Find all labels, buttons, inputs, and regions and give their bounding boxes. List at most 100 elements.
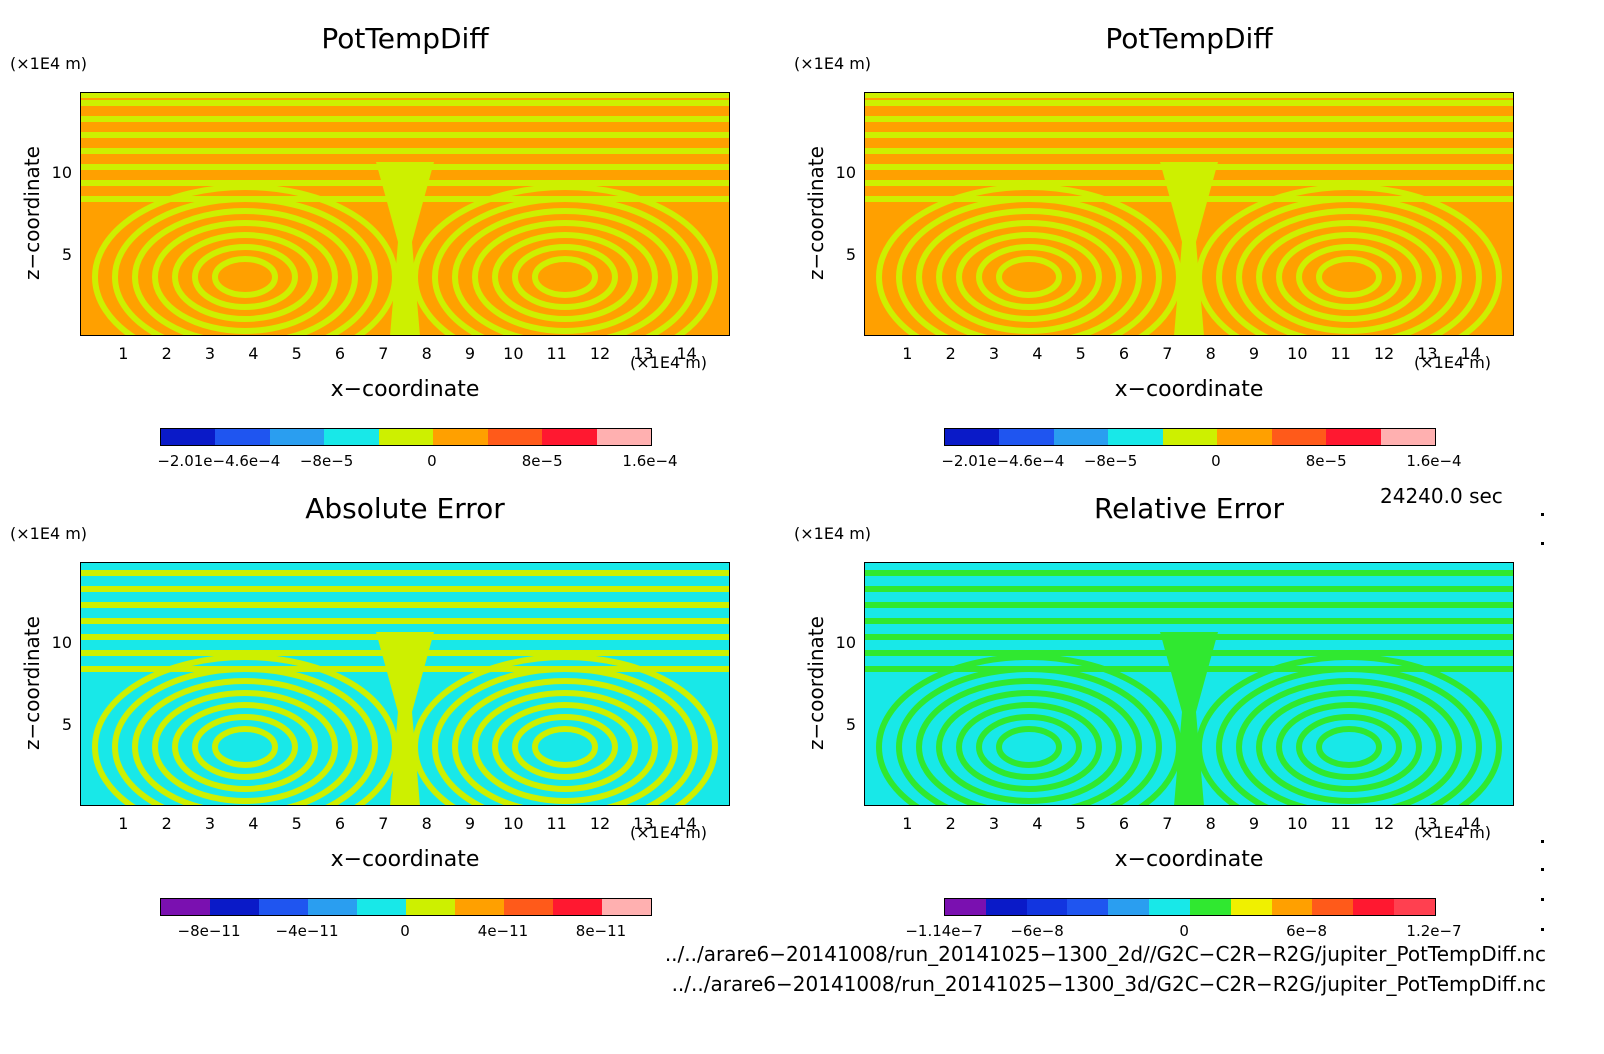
colorbar-label: 1.2e−7 — [1406, 922, 1462, 940]
vortex-stripe — [1256, 690, 1442, 804]
vortex-stripe — [1316, 256, 1382, 298]
vortex-stripe — [132, 678, 358, 806]
vortex-stripe — [492, 232, 638, 322]
colorbar-label: 8e−5 — [521, 452, 563, 470]
decor-dot — [1541, 898, 1544, 901]
vortex-stripe — [452, 678, 678, 806]
x-tick-label: 5 — [1075, 344, 1086, 363]
x-tick-label: 4 — [248, 814, 259, 833]
vortex-stripe — [432, 196, 698, 336]
x-tick-label: 10 — [1287, 814, 1308, 833]
field-band — [864, 618, 1514, 624]
colorbar-swatch — [1230, 899, 1272, 915]
chart-title: PotTempDiff — [1105, 22, 1273, 55]
colorbar-swatch — [999, 429, 1054, 445]
colorbar-swatch — [1326, 429, 1381, 445]
x-tick-label: 8 — [1205, 814, 1216, 833]
plot-frame — [80, 562, 730, 806]
colorbar-swatch — [1380, 429, 1435, 445]
vortex-stripe — [876, 184, 1182, 336]
colorbar-label: 4e−11 — [477, 922, 529, 940]
vortex-stripe — [472, 220, 658, 334]
file-path-2d: ../../arare6−20141008/run_20141025−1300_… — [664, 942, 1546, 966]
colorbar-swatch — [210, 899, 259, 915]
colorbar-swatch — [1108, 429, 1163, 445]
x-axis-label: x−coordinate — [330, 847, 480, 872]
colorbar-swatch — [324, 429, 379, 445]
x-tick-label: 2 — [945, 814, 956, 833]
vortex-stripe — [512, 244, 618, 310]
colorbar-swatch — [504, 899, 553, 915]
colorbar-swatch — [1108, 899, 1150, 915]
plot-frame — [80, 92, 730, 336]
y-tick-label: 10 — [835, 163, 856, 183]
x-tick-label: 6 — [334, 814, 346, 833]
decor-dot — [1541, 840, 1544, 843]
x-tick-label: 7 — [1162, 814, 1173, 833]
x-tick-label: 3 — [988, 344, 1000, 363]
decor-dot — [1541, 542, 1544, 545]
colorbar-swatch — [1312, 899, 1354, 915]
x-tick-label: 10 — [1287, 344, 1308, 363]
x-tick-label: 7 — [378, 814, 389, 833]
x-tick-label: 6 — [1118, 814, 1130, 833]
x-tick-label: 4 — [1032, 814, 1043, 833]
x-tick-label: 4 — [1032, 344, 1043, 363]
x-unit-label: (×1E4 m) — [630, 353, 708, 372]
chart-title: Relative Error — [1093, 492, 1285, 525]
vortex-stripe — [532, 726, 598, 768]
field-band — [80, 92, 730, 98]
field-band — [80, 132, 730, 138]
colorbar-label: −6e−8 — [1010, 922, 1064, 940]
vortex-stripe — [512, 714, 618, 780]
field-band — [80, 116, 730, 122]
colorbar-label: 0 — [1179, 922, 1189, 940]
vortex-stripe — [92, 184, 398, 336]
x-tick-label: 10 — [503, 814, 524, 833]
colorbar — [944, 898, 1436, 916]
vortex-stripe — [432, 666, 698, 806]
vortex-stripe — [896, 196, 1162, 336]
y-unit-label: (×1E4 m) — [10, 54, 88, 73]
x-tick-label: 10 — [503, 344, 524, 363]
colorbar-swatch — [945, 429, 1000, 445]
vortex-stripe — [152, 220, 338, 334]
x-tick-label: 2 — [945, 344, 956, 363]
colorbar-swatch — [553, 899, 602, 915]
colorbar-label: 0 — [400, 922, 410, 940]
vortex-stripe — [92, 654, 398, 806]
plot-frame — [864, 92, 1514, 336]
y-tick-label: 5 — [845, 714, 856, 734]
x-tick-label: 14 — [1460, 344, 1481, 363]
vortex-stripe — [452, 208, 678, 336]
colorbar-label: −1.14e−7 — [905, 922, 983, 940]
vortex-stripe — [1276, 232, 1422, 322]
vortex-stripe — [1276, 702, 1422, 792]
colorbar-swatch — [1053, 429, 1109, 445]
colorbar — [160, 898, 652, 916]
field-band — [80, 602, 730, 608]
colorbar-swatch — [259, 899, 308, 915]
x-tick-label: 1 — [118, 344, 129, 363]
field-band — [864, 148, 1514, 154]
vortex-stripe — [916, 208, 1142, 336]
x-tick-label: 9 — [464, 344, 476, 363]
field-band — [864, 586, 1514, 592]
x-tick-label: 8 — [1205, 344, 1216, 363]
vortex-stripe — [896, 666, 1162, 806]
y-tick-label: 10 — [835, 633, 856, 653]
colorbar-label: 8e−11 — [575, 922, 627, 940]
field-band — [864, 602, 1514, 608]
x-tick-label: 9 — [1248, 814, 1260, 833]
colorbar-swatch — [1394, 899, 1435, 915]
x-tick-label: 12 — [589, 344, 611, 363]
colorbar-label: 8e−5 — [1305, 452, 1347, 470]
decor-dot — [1541, 928, 1544, 931]
plot-area — [864, 562, 1514, 806]
x-tick-label: 3 — [204, 344, 216, 363]
x-tick-label: 5 — [291, 814, 302, 833]
heatmap-field — [80, 562, 730, 806]
